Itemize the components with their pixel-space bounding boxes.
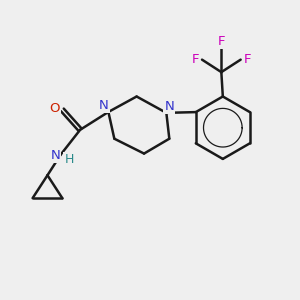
Text: H: H [64,153,74,166]
Text: F: F [243,52,251,66]
Text: O: O [50,102,60,115]
Text: N: N [51,148,60,162]
Text: N: N [99,99,109,112]
Text: F: F [218,35,226,48]
Text: F: F [192,52,199,66]
Text: N: N [164,100,174,113]
